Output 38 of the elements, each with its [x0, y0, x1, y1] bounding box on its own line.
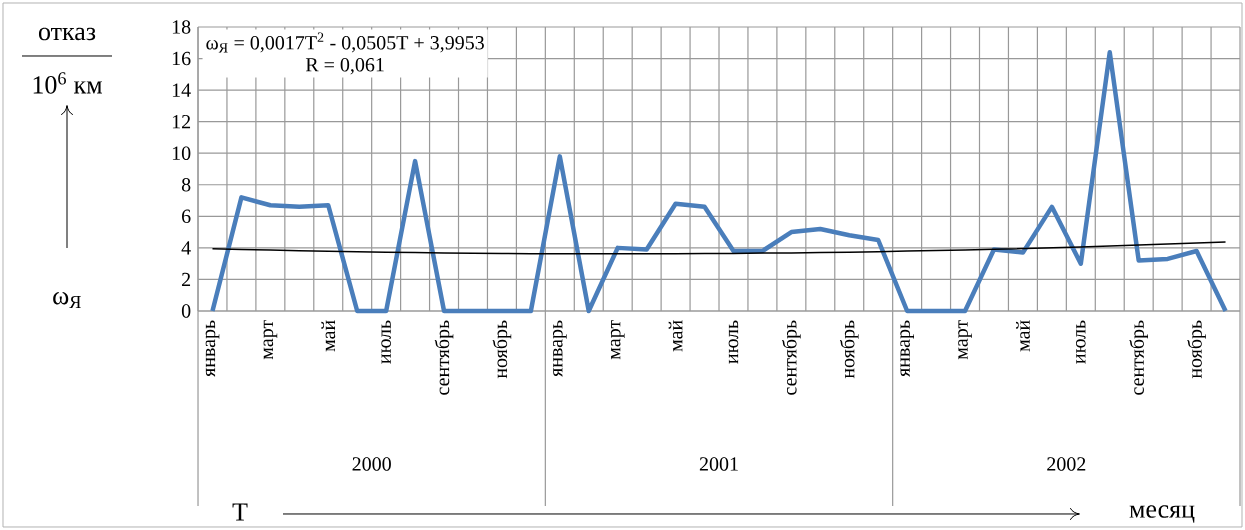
x-tick-label: май — [321, 320, 336, 352]
text: 2001 — [699, 457, 738, 471]
annotation: R = 0,061 — [305, 58, 384, 75]
y-axis-title: ω$_{Я}$ — [53, 292, 81, 308]
y-tick-label: 6 — [182, 209, 191, 224]
x-axis-title: месяц — [1129, 505, 1195, 523]
y-tick-label: 14 — [172, 83, 191, 97]
x-tick-label: июль — [381, 320, 391, 364]
text: отказ — [38, 27, 96, 41]
y-tick-label: 2 — [182, 272, 191, 287]
text: 10$^{6}$ км — [33, 72, 102, 94]
y-tick-label: 10 — [172, 146, 191, 160]
y-tick-label: 12 — [172, 115, 191, 129]
y-tick-label: 0 — [181, 304, 191, 318]
x-tick-label: май — [1015, 320, 1030, 352]
x-tick-label: январь — [552, 320, 567, 377]
x-tick-label: ноябрь — [492, 320, 512, 379]
x-tick-label: январь — [900, 320, 914, 377]
y-tick-label: 16 — [172, 51, 191, 66]
x-tick-label: март — [263, 320, 278, 360]
x-tick-label: май — [668, 320, 683, 352]
text: 2000 — [352, 457, 391, 471]
x-tick-label: январь — [205, 320, 220, 377]
x-tick-label: ноябрь — [1187, 320, 1206, 379]
x-tick-label: сентябрь — [1129, 320, 1148, 395]
x-tick-label: июль — [1076, 320, 1086, 364]
y-tick-label: 18 — [172, 20, 191, 34]
y-tick-label: 8 — [181, 178, 191, 192]
x-tick-label: март — [958, 320, 972, 360]
x-tick-label: июль — [728, 320, 739, 364]
text: T — [232, 503, 248, 521]
x-tick-label: март — [610, 320, 625, 360]
x-tick-label: ноябрь — [839, 320, 859, 379]
text: 2002 — [1047, 457, 1086, 471]
y-tick-label: 4 — [181, 241, 191, 255]
annotation: ω$_{Я}$ = 0,0017T$^{2}$ - 0,0505T + 3,9953 — [206, 32, 484, 53]
x-tick-label: сентябрь — [434, 320, 454, 395]
x-tick-label: сентябрь — [782, 320, 801, 395]
